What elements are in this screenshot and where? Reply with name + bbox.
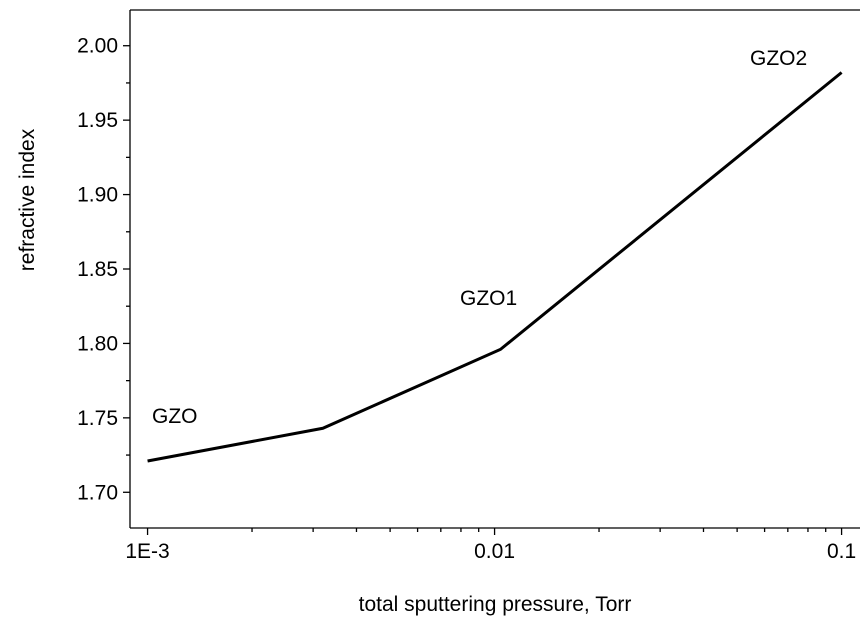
y-tick-label: 1.70	[77, 481, 118, 504]
y-tick-label: 1.90	[77, 184, 118, 207]
x-axis-label: total sputtering pressure, Torr	[359, 593, 632, 616]
y-tick-label: 1.75	[77, 407, 118, 430]
x-tick-label: 0.1	[827, 540, 856, 563]
y-tick-label: 2.00	[77, 35, 118, 58]
y-tick-label: 1.85	[77, 258, 118, 281]
y-tick-label: 1.95	[77, 109, 118, 132]
x-tick-label: 0.01	[474, 540, 515, 563]
y-axis-label: refractive index	[16, 128, 39, 271]
data-line	[147, 71, 843, 463]
annotation: GZO1	[460, 287, 517, 310]
annotation: GZO	[152, 405, 198, 428]
annotation: GZO2	[750, 47, 807, 70]
x-tick-label: 1E-3	[125, 540, 169, 563]
y-tick-label: 1.80	[77, 332, 118, 355]
